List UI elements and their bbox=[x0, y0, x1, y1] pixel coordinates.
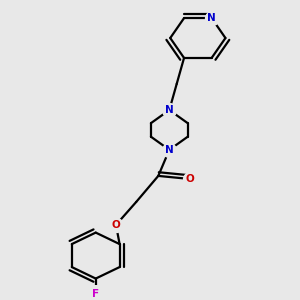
Text: N: N bbox=[165, 105, 174, 115]
Text: O: O bbox=[112, 220, 120, 230]
Text: F: F bbox=[92, 289, 99, 299]
Text: N: N bbox=[207, 13, 216, 23]
Text: N: N bbox=[165, 145, 174, 155]
Text: O: O bbox=[185, 174, 194, 184]
